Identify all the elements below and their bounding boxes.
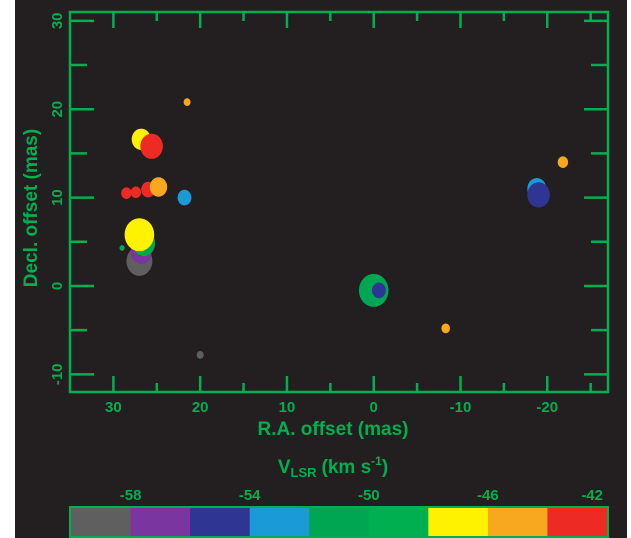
maser-spot-5 [124, 218, 155, 252]
maser-spot-10 [149, 177, 168, 197]
y-tick-label: 0 [49, 282, 66, 290]
colorbar-tick-label: -54 [239, 487, 261, 504]
colorbar-title-sup: -1 [371, 454, 382, 468]
y-tick-label: -10 [49, 363, 66, 385]
y-axis-title: Decl. offset (mas) [21, 129, 42, 287]
colorbar-segment-2 [190, 508, 251, 536]
maser-spot-6 [119, 245, 125, 251]
colorbar-title-units: (km s [322, 457, 372, 478]
maser-spot-15 [196, 351, 204, 359]
colorbar-segment-8 [547, 508, 608, 536]
colorbar-title: VLSR (km s-1) [278, 454, 388, 480]
maser-spot-18 [527, 182, 550, 208]
y-tick-label: 10 [49, 189, 66, 206]
y-tick-label: 20 [49, 101, 66, 118]
colorbar: -58 -54 -50 -46 -42 [71, 487, 608, 536]
colorbar-tick-label: -42 [581, 487, 603, 504]
colorbar-segment-7 [487, 508, 549, 536]
colorbar-segment-0 [71, 508, 132, 536]
maser-spot-16 [441, 323, 451, 334]
axis-ticks [70, 12, 608, 392]
x-tick-label: 10 [279, 399, 296, 416]
x-axis-title: R.A. offset (mas) [258, 419, 409, 440]
maser-spot-8 [130, 186, 142, 199]
y-tick-label: 30 [49, 12, 66, 29]
maser-spot-19 [557, 156, 569, 168]
x-tick-label: -10 [450, 399, 472, 416]
colorbar-segment-6 [428, 508, 489, 536]
maser-spot-13 [140, 133, 163, 159]
colorbar-tick-label: -58 [120, 487, 142, 504]
colorbar-segment-4 [309, 508, 370, 536]
tick-labels: 30 20 10 0 -10 -20 -10 0 10 20 30 [49, 12, 558, 416]
figure-background [15, 0, 627, 538]
colorbar-segment-5 [368, 508, 429, 536]
maser-spot-14 [183, 98, 191, 106]
x-tick-label: 30 [105, 399, 122, 416]
maser-spot-1 [372, 282, 386, 299]
colorbar-segment-1 [130, 508, 191, 536]
x-tick-label: -20 [536, 399, 558, 416]
colorbar-tick-label: -46 [477, 487, 499, 504]
plot-frame [68, 10, 610, 394]
colorbar-tick-label: -50 [358, 487, 380, 504]
colorbar-title-close: ) [382, 457, 388, 478]
maser-spot-7 [121, 187, 132, 199]
x-tick-label: 20 [192, 399, 209, 416]
maser-spot-11 [177, 189, 192, 206]
colorbar-segment-3 [249, 508, 310, 536]
colorbar-frame [69, 506, 609, 538]
colorbar-title-sub: LSR [291, 465, 318, 480]
x-tick-label: 0 [370, 399, 378, 416]
colorbar-title-main: V [278, 457, 291, 478]
maser-spots [119, 98, 569, 359]
